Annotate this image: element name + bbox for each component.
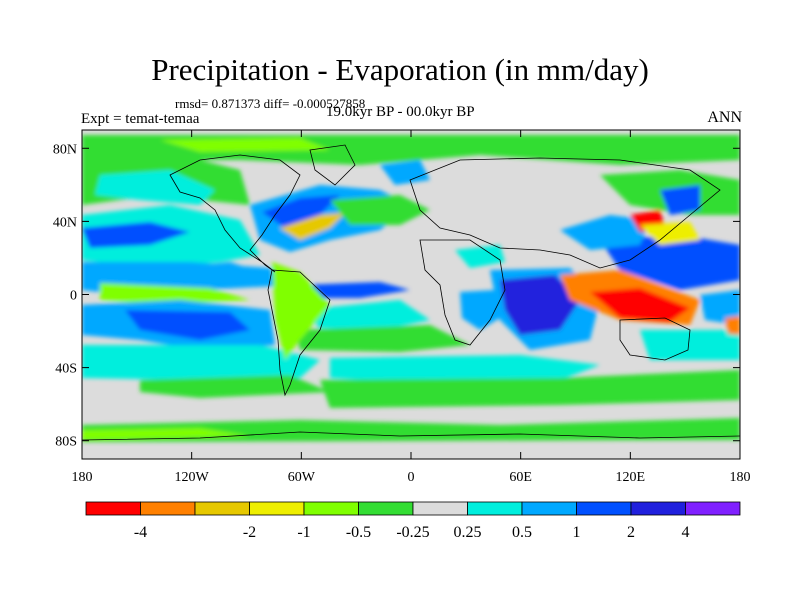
x-tick-label: 120E [616,470,646,485]
colorbar: -4 -2 -1 -0.5 -0.25 0.25 0.5 1 2 4 [85,501,741,541]
coastline-australia [619,317,691,361]
region-north-atlantic [300,282,410,298]
region-indian-ocean-wet [455,245,505,268]
colorbar-tick-label: -0.25 [396,524,429,541]
region-west-pacific-warm-pool [560,215,650,250]
colorbar-bin [521,501,577,516]
stats-text: rmsd= 0.871373 diff= -0.000527858 [175,96,366,111]
colorbar-tick-label: 1 [573,524,581,541]
region-maritime-continent [590,288,690,322]
colorbar-bin [685,501,741,516]
colorbar-bin [467,501,523,516]
region-north-atlantic [330,195,430,225]
region-north-atlantic [272,262,330,360]
season-label: ANN [707,109,742,126]
experiment-label: Expt = temat-temaa [81,111,200,127]
region-arctic-band [380,160,430,185]
region-north-atlantic [262,195,340,228]
coastline-eurasia [409,157,721,269]
region-north-atlantic [460,290,505,330]
colorbar-bin [412,501,468,516]
coastline-south-america [267,269,331,397]
colorbar-bin [576,501,632,516]
region-west-pacific-warm-pool [600,235,740,290]
region-gulf-stream [280,213,345,240]
region-central-pacific-dry [100,283,250,305]
colorbar-bin [358,501,414,516]
region-north-atlantic [300,300,430,330]
x-tick-label: 180 [730,470,751,485]
region-west-pacific-warm-pool [700,290,740,325]
region-north-pacific-tropical-band [82,222,190,248]
colorbar-tick-label: -1 [297,524,310,541]
region-west-pacific-warm-pool [640,330,740,360]
x-tick-label: 60E [509,470,532,485]
region-east-pacific-itcz [82,262,295,292]
x-tick-label: 60W [288,470,316,485]
colorbar-tick-label: -4 [134,524,147,541]
region-north-pacific-storm-track [660,185,700,215]
colorbar-tick-label: -0.5 [346,524,371,541]
region-southern-ocean-band [320,370,740,408]
coastline-africa [419,239,506,346]
colorbar-bin [140,501,196,516]
region-west-pacific-warm-pool [725,316,740,335]
map-area [82,130,740,459]
coastline-north-america [169,154,301,273]
x-tick-label: 180 [72,470,93,485]
y-tick-label: 40N [53,215,77,230]
colorbar-bin [249,501,305,516]
region-west-pacific-warm-pool [640,222,700,245]
y-tick-label: 80S [55,435,77,450]
y-tick-label: 40S [55,362,77,377]
region-north-atlantic [295,325,470,352]
colorbar-tick-label: 0.5 [512,524,532,541]
chart-title: Precipitation - Evaporation (in mm/day) [151,52,649,87]
region-south-pacific-band [82,345,320,380]
x-tick-label: 0 [408,470,415,485]
colorbar-tick-label: 0.25 [454,524,482,541]
coastlines [82,144,740,441]
x-tick-label: 120W [175,470,210,485]
region-south-pacific-core [125,310,250,340]
colorbar-bin [303,501,359,516]
coastline-antarctica [82,431,740,441]
region-arctic-band [160,138,330,152]
region-southern-ocean-band [330,355,600,382]
colorbar-bin [630,501,686,516]
colorbar-tick-label: 4 [682,524,690,541]
region-indian-ocean-wet [500,275,580,335]
y-tick-label: 0 [70,289,77,304]
coastline-greenland [309,144,356,186]
region-north-pacific-storm-track [95,170,215,205]
colorbar-bin [85,501,141,516]
region-antarctic-margin [82,428,250,440]
colorbar-tick-label: -2 [243,524,256,541]
y-tick-label: 80N [53,142,77,157]
colorbar-tick-label: 2 [627,524,635,541]
period-subtitle: 19.0kyr BP - 00.0kyr BP [326,104,475,120]
axes: 80N 40N 0 40S 80S 180 120W 60W 0 60E 120E 180 [53,130,751,485]
colorbar-bin [194,501,250,516]
